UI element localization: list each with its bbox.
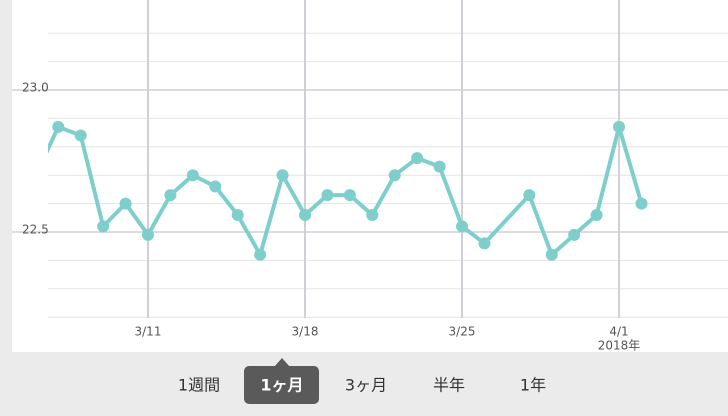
data-point xyxy=(321,189,334,202)
data-point xyxy=(635,197,648,210)
tab-selected[interactable]: 1ヶ月 xyxy=(260,376,303,395)
data-point xyxy=(231,208,244,221)
chart-panel xyxy=(12,0,728,352)
data-point xyxy=(433,160,446,173)
tab[interactable]: 3ヶ月 xyxy=(345,376,387,395)
x-tick-label: 4/1 xyxy=(609,325,628,339)
data-point xyxy=(299,208,312,221)
tab-selected-bg xyxy=(244,366,319,404)
x-tick-label: 3/25 xyxy=(449,325,476,339)
tab[interactable]: 半年 xyxy=(433,376,465,395)
data-point xyxy=(478,237,491,250)
x-year-label: 2018年 xyxy=(598,339,641,353)
data-point xyxy=(209,180,222,193)
tab[interactable]: 1年 xyxy=(520,376,546,395)
data-point xyxy=(456,220,469,233)
data-point xyxy=(141,228,154,241)
data-point xyxy=(343,189,356,202)
data-point xyxy=(411,152,424,165)
data-point xyxy=(186,169,199,182)
data-point xyxy=(545,248,558,261)
data-point xyxy=(276,169,289,182)
data-point xyxy=(366,208,379,221)
data-point xyxy=(97,220,110,233)
data-point xyxy=(613,120,626,133)
data-point xyxy=(590,208,603,221)
x-tick-label: 3/11 xyxy=(135,325,162,339)
y-tick-label: 23.0 xyxy=(22,81,49,95)
data-point xyxy=(388,169,401,182)
tab[interactable]: 1週間 xyxy=(178,376,220,395)
x-tick-label: 3/18 xyxy=(292,325,319,339)
data-point xyxy=(254,248,267,261)
data-point xyxy=(52,120,65,133)
tab-pointer xyxy=(274,358,290,367)
data-point xyxy=(568,228,581,241)
data-point xyxy=(119,197,132,210)
data-point xyxy=(164,189,177,202)
y-tick-label: 22.5 xyxy=(22,223,49,237)
data-point xyxy=(74,129,87,142)
data-point xyxy=(523,189,536,202)
